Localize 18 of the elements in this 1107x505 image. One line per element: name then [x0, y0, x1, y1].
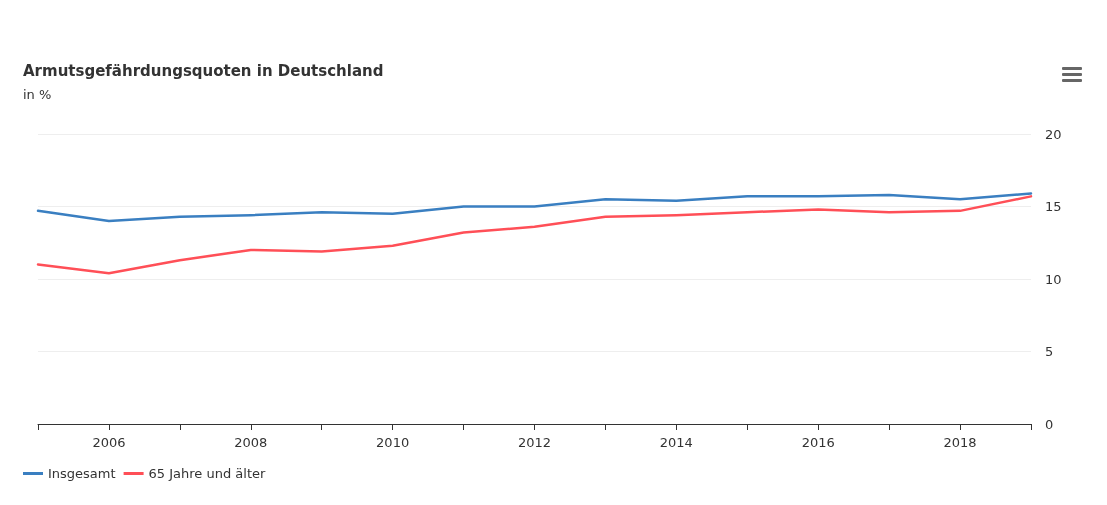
line-series	[36, 195, 1033, 275]
legend-label: 65 Jahre und älter	[148, 466, 267, 481]
chart-subtitle: in %	[23, 87, 52, 102]
x-tick-label: 2014	[659, 435, 693, 450]
x-tick-label: 2016	[801, 435, 835, 450]
legend-label: Insgesamt	[48, 466, 116, 481]
x-tick-label: 2010	[376, 435, 410, 450]
y-tick-label: 0	[1045, 416, 1054, 432]
line-series	[36, 192, 1033, 223]
x-tick-label: 2006	[92, 435, 126, 450]
chart-title: Armutsgefährdungsquoten in Deutschland	[23, 61, 384, 80]
y-tick-label: 15	[1045, 199, 1062, 214]
y-tick-label: 5	[1045, 344, 1054, 359]
x-tick-label: 2018	[943, 435, 977, 450]
y-tick-label: 20	[1045, 126, 1062, 142]
y-tick-label: 10	[1045, 271, 1062, 287]
x-tick-label: 2008	[234, 435, 268, 450]
x-tick-label: 2012	[517, 435, 552, 450]
